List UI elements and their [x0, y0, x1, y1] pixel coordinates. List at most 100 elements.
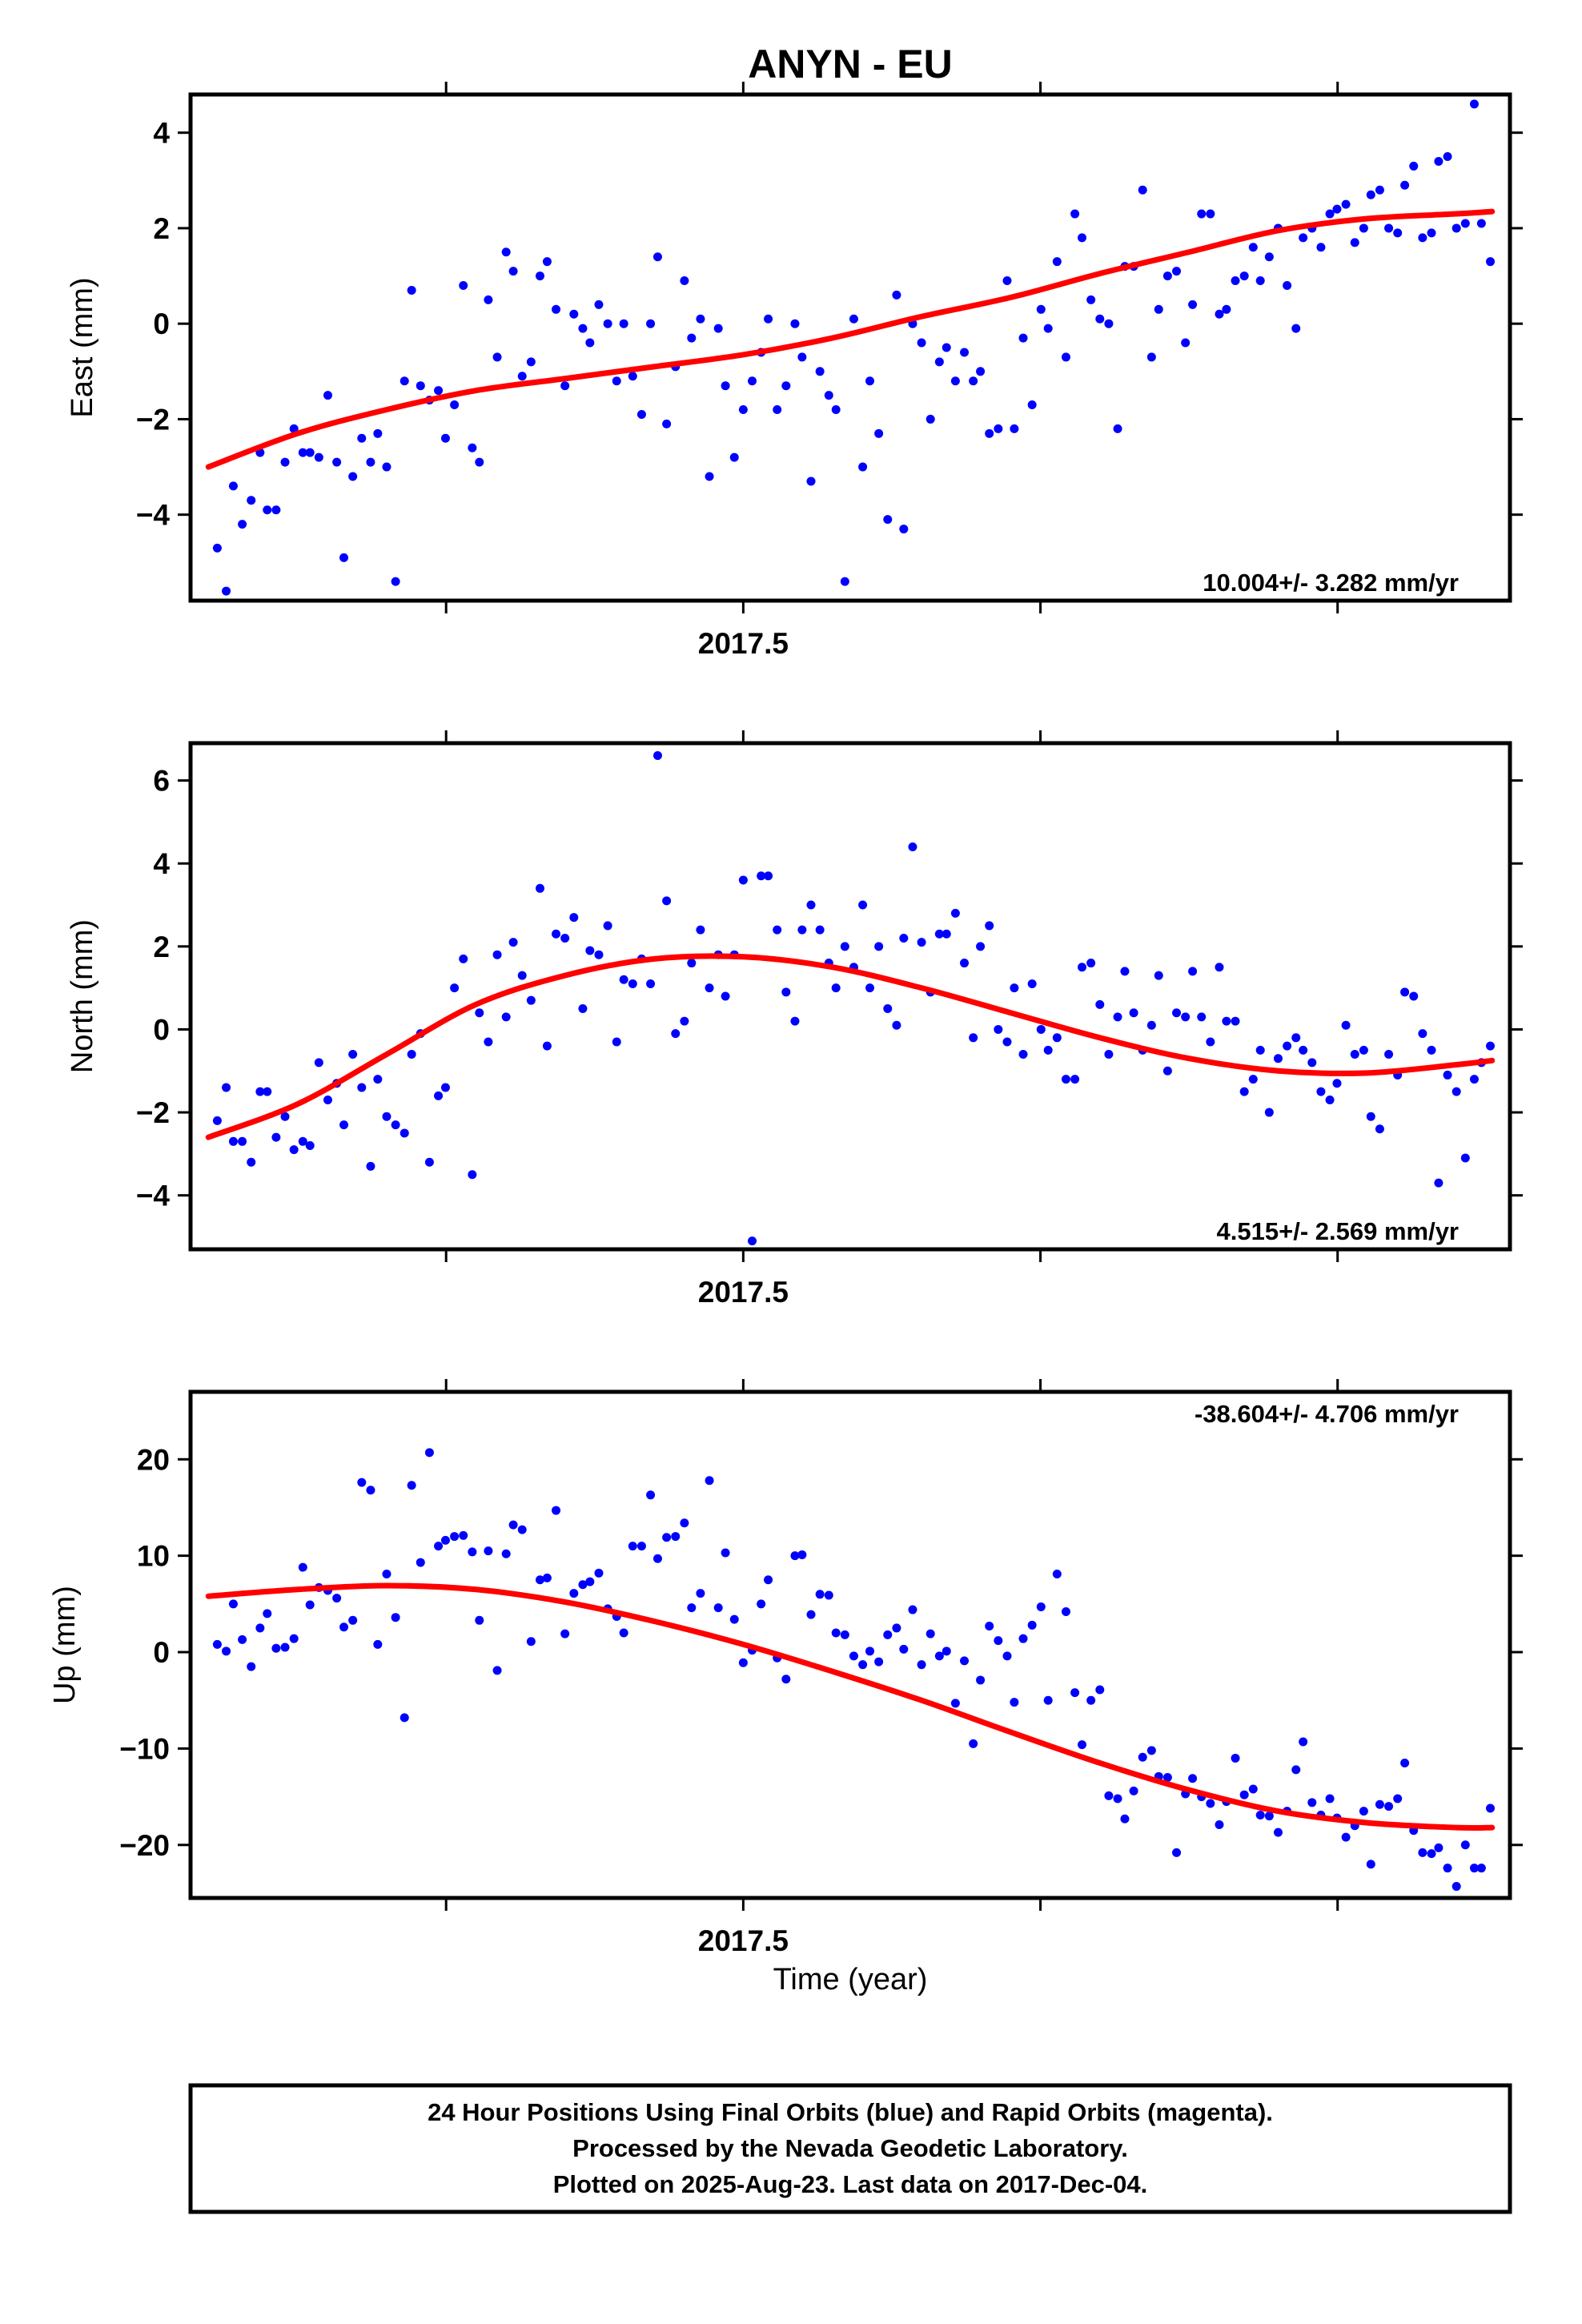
east-data-point	[773, 405, 782, 415]
up-data-point	[705, 1476, 714, 1486]
east-data-point	[459, 280, 468, 290]
east-data-point	[1052, 257, 1062, 267]
north-data-point	[263, 1087, 272, 1096]
east-data-point	[594, 300, 604, 309]
up-data-point	[926, 1629, 935, 1638]
north-data-point	[366, 1161, 375, 1171]
east-data-point	[366, 457, 375, 467]
up-data-point	[501, 1549, 511, 1558]
north-data-point	[255, 1087, 265, 1096]
north-data-point	[400, 1128, 409, 1138]
north-data-point	[1273, 1054, 1283, 1063]
up-data-point	[1434, 1843, 1443, 1852]
north-data-point	[831, 983, 841, 993]
up-data-point	[552, 1506, 561, 1515]
up-data-point	[892, 1623, 901, 1633]
north-data-point	[738, 875, 748, 885]
up-data-point	[382, 1570, 391, 1579]
north-data-point	[1215, 963, 1224, 972]
north-data-point	[1366, 1112, 1375, 1121]
north-data-point	[542, 1041, 552, 1051]
north-data-point	[1052, 1033, 1062, 1043]
up-data-point	[985, 1622, 994, 1631]
east-ytick-label: 2	[153, 212, 170, 245]
north-data-point	[748, 1236, 757, 1246]
up-data-point	[357, 1478, 367, 1487]
east-data-point	[1400, 180, 1410, 190]
up-data-point	[1469, 1864, 1479, 1873]
x-axis-label: Time (year)	[773, 1963, 928, 1996]
north-data-point	[508, 938, 518, 947]
north-data-point	[594, 950, 604, 959]
north-data-point	[228, 1136, 238, 1146]
north-data-point	[619, 975, 628, 984]
north-data-point	[1359, 1045, 1368, 1055]
north-data-point	[899, 933, 909, 943]
north-data-point	[305, 1140, 315, 1150]
up-data-point	[1162, 1773, 1172, 1783]
east-data-point	[247, 496, 256, 505]
north-data-point	[797, 925, 807, 935]
north-data-point	[815, 925, 825, 935]
up-data-point	[348, 1615, 358, 1625]
north-data-point	[705, 983, 714, 993]
east-data-point	[1283, 280, 1292, 290]
north-data-point	[1197, 1012, 1207, 1022]
up-data-point	[298, 1562, 307, 1572]
north-data-point	[1486, 1041, 1496, 1051]
east-data-point	[1222, 304, 1231, 314]
east-data-point	[1248, 243, 1258, 252]
east-data-point	[238, 520, 247, 529]
north-data-point	[721, 991, 730, 1001]
footer-line-1: 24 Hour Positions Using Final Orbits (bl…	[428, 2098, 1273, 2126]
north-data-point	[764, 871, 773, 881]
north-data-point	[1018, 1050, 1028, 1059]
up-data-point	[517, 1525, 527, 1534]
north-data-point	[578, 1004, 588, 1014]
east-data-point	[400, 376, 409, 386]
north-data-point	[1231, 1016, 1240, 1026]
north-data-point	[1375, 1124, 1384, 1134]
chart-title: ANYN - EU	[748, 42, 953, 86]
north-data-point	[1120, 967, 1130, 976]
east-data-point	[314, 452, 323, 462]
up-data-point	[1129, 1786, 1138, 1795]
east-data-point	[1138, 185, 1147, 195]
east-data-point	[298, 448, 307, 457]
north-ytick-label: 4	[153, 847, 170, 880]
east-ytick-label: −2	[136, 403, 170, 436]
north-data-point	[1113, 1012, 1122, 1022]
east-data-point	[1162, 271, 1172, 281]
up-data-point	[976, 1675, 986, 1685]
north-data-point	[652, 751, 662, 761]
east-data-point	[339, 553, 349, 562]
north-data-point	[407, 1050, 416, 1059]
up-data-point	[1095, 1685, 1105, 1695]
east-data-point	[603, 319, 612, 328]
up-data-point	[560, 1629, 570, 1638]
north-data-point	[1181, 1012, 1191, 1022]
up-data-point	[1043, 1695, 1053, 1705]
east-data-point	[450, 400, 460, 410]
east-data-point	[849, 314, 858, 324]
up-ytick-label: 20	[137, 1443, 170, 1476]
east-data-point	[696, 314, 705, 324]
up-data-point	[994, 1636, 1003, 1646]
up-data-point	[874, 1657, 884, 1667]
up-data-point	[1248, 1784, 1258, 1794]
east-data-point	[738, 405, 748, 415]
north-data-point	[484, 1037, 493, 1047]
north-data-point	[450, 983, 460, 993]
north-ytick-label: −2	[136, 1096, 170, 1129]
north-data-point	[1002, 1037, 1012, 1047]
up-data-point	[1291, 1765, 1301, 1775]
east-data-point	[1443, 152, 1452, 162]
north-data-point	[612, 1037, 621, 1047]
north-data-point	[1283, 1041, 1292, 1051]
up-data-point	[407, 1481, 416, 1490]
north-data-point	[1172, 1008, 1182, 1018]
north-data-point	[1078, 963, 1087, 972]
up-data-point	[416, 1558, 425, 1567]
up-data-point	[1018, 1634, 1028, 1643]
north-data-point	[696, 925, 705, 935]
